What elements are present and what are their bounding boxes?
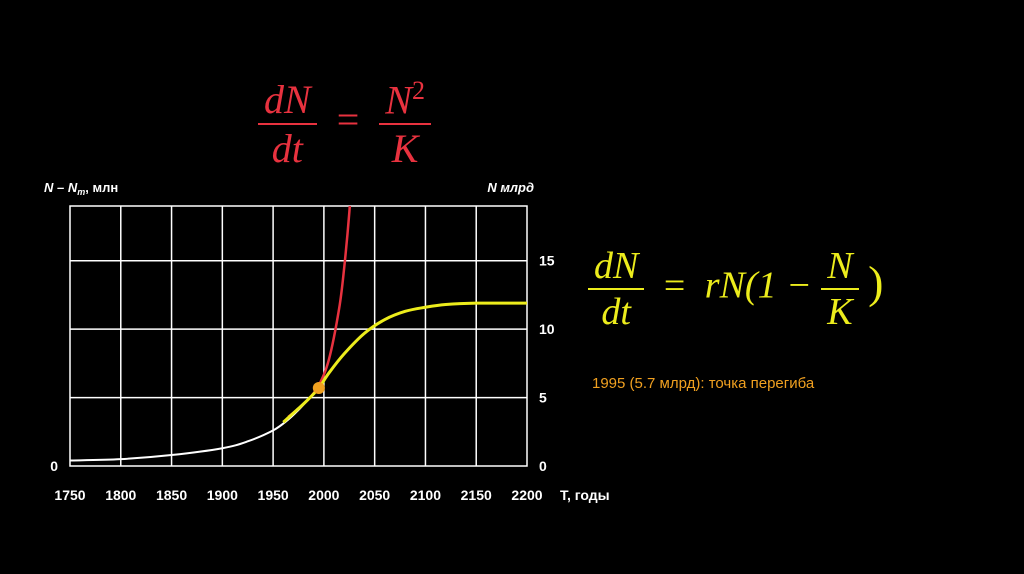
x-tick-label: 1800	[105, 487, 136, 503]
formula-top-rhs-denominator: K	[391, 126, 419, 172]
logistic-growth-formula: dN dt = rN(1 − N K )	[588, 244, 883, 334]
formula-right-rn-term: rN(1 −	[704, 264, 812, 307]
inflection-point-marker	[312, 382, 325, 394]
y-right-tick-label: 15	[539, 253, 555, 269]
formula-top-lhs-numerator: dN	[264, 77, 311, 123]
y-left-axis-label: N – Nm, млн	[44, 180, 118, 197]
hyperbolic-growth-formula: dN dt = N2 K	[258, 76, 431, 172]
x-tick-label: 1850	[156, 487, 187, 503]
y-right-tick-label: 5	[539, 390, 547, 406]
historic-population-line	[70, 387, 320, 462]
x-tick-label: 2150	[461, 487, 492, 503]
formula-right-frac-denominator: K	[827, 291, 853, 333]
x-tick-label: 2200	[511, 487, 542, 503]
formula-top-rhs-numerator: N	[385, 77, 412, 123]
formula-top-equals: =	[336, 97, 360, 143]
x-tick-label: 2000	[308, 487, 339, 503]
formula-right-close-paren: )	[868, 256, 884, 308]
formula-right-lhs-denominator: dt	[601, 291, 631, 333]
x-tick-label: 2050	[359, 487, 390, 503]
y-right-tick-label: 0	[539, 458, 547, 474]
formula-top-rhs-exponent: 2	[411, 76, 425, 105]
x-tick-label: 1750	[54, 487, 85, 503]
x-tick-label: 1950	[258, 487, 289, 503]
formula-right-equals: =	[663, 264, 686, 307]
formula-right-frac-numerator: N	[827, 245, 853, 287]
plot-frame	[69, 205, 528, 467]
y-right-tick-label: 10	[539, 321, 555, 337]
formula-top-lhs-denominator: dt	[271, 126, 303, 172]
y-left-tick-label: 0	[50, 458, 58, 474]
inflection-note: 1995 (5.7 млрд): точка перегиба	[592, 375, 815, 392]
hyperbolic-growth-line	[287, 206, 352, 418]
x-tick-label: 2100	[410, 487, 441, 503]
formula-right-lhs-numerator: dN	[594, 245, 639, 287]
x-tick-label: 1900	[207, 487, 238, 503]
y-right-axis-label: N млрд	[487, 180, 534, 195]
logistic-growth-line	[282, 301, 527, 424]
x-axis-label: T, годы	[560, 487, 610, 503]
